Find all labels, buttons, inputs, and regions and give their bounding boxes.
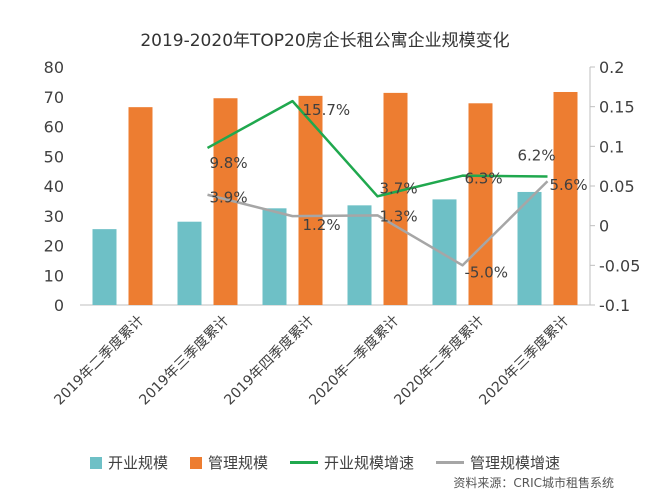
legend-swatch-managed-growth xyxy=(436,461,465,464)
legend-swatch-open-scale xyxy=(90,456,102,469)
bar-open-scale xyxy=(262,208,287,305)
legend-item-open-growth: 开业规模增速 xyxy=(290,452,414,473)
x-tick-label: 2019年三季度累计 xyxy=(136,313,232,409)
data-label-open-growth: 6.2% xyxy=(518,146,556,164)
legend-item-open-scale: 开业规模 xyxy=(90,452,168,473)
legend-label-managed-scale: 管理规模 xyxy=(208,454,269,472)
legend: 开业规模 管理规模 开业规模增速 管理规模增速 xyxy=(90,452,610,473)
y-tick-right-label: 0.2 xyxy=(599,58,624,77)
data-label-managed-growth: 1.2% xyxy=(303,216,341,234)
legend-label-managed-growth: 管理规模增速 xyxy=(470,454,561,472)
y-tick-left-label: 80 xyxy=(44,58,64,77)
y-tick-right-label: 0.05 xyxy=(599,177,635,196)
y-tick-left-label: 50 xyxy=(44,147,64,166)
bar-managed-scale xyxy=(128,107,153,305)
data-label-managed-growth: 5.6% xyxy=(550,176,588,194)
bar-open-scale xyxy=(92,229,117,305)
x-tick-label: 2019年二季度累计 xyxy=(51,313,147,409)
x-tick-label: 2020年二季度累计 xyxy=(391,313,487,409)
legend-item-managed-scale: 管理规模 xyxy=(190,452,268,473)
y-tick-left-label: 40 xyxy=(44,177,64,196)
legend-swatch-managed-scale xyxy=(190,456,203,469)
series-line-open-growth xyxy=(206,99,548,198)
data-label-open-growth: 3.7% xyxy=(380,179,418,197)
bar-open-scale xyxy=(432,199,457,305)
bar-managed-scale xyxy=(383,92,408,305)
series-line-managed-growth xyxy=(207,180,549,267)
y-tick-right-label: 0.15 xyxy=(599,98,635,117)
y-tick-left-label: 0 xyxy=(54,296,64,315)
y-tick-right-label: 0 xyxy=(599,217,609,236)
legend-item-managed-growth: 管理规模增速 xyxy=(436,452,560,473)
data-label-open-growth: 15.7% xyxy=(303,101,351,119)
y-tick-right-label: -0.05 xyxy=(599,256,640,275)
bar-managed-scale xyxy=(468,103,493,305)
x-tick-label: 2020年三季度累计 xyxy=(476,313,572,409)
y-tick-left-label: 10 xyxy=(44,266,64,285)
data-label-managed-growth: 1.3% xyxy=(380,207,418,225)
y-tick-left-label: 70 xyxy=(44,88,64,107)
x-tick-label: 2019年四季度累计 xyxy=(221,313,317,409)
y-tick-left-label: 60 xyxy=(44,118,64,137)
data-label-open-growth: 9.8% xyxy=(210,154,248,172)
bar-managed-scale xyxy=(298,95,323,305)
y-tick-left-label: 20 xyxy=(44,237,64,256)
legend-label-open-scale: 开业规模 xyxy=(108,454,169,472)
data-label-managed-growth: -5.0% xyxy=(465,263,509,281)
y-tick-left-label: 30 xyxy=(44,207,64,226)
legend-label-open-growth: 开业规模增速 xyxy=(324,454,415,472)
bar-open-scale xyxy=(347,205,372,305)
source-note: 资料来源：CRIC城市租售系统 xyxy=(453,476,614,490)
bar-managed-scale xyxy=(553,91,578,306)
bar-open-scale xyxy=(177,221,202,305)
bar-open-scale xyxy=(517,191,542,305)
legend-swatch-open-growth xyxy=(290,461,319,464)
y-tick-right-label: 0.1 xyxy=(599,137,624,156)
chart-title: 2019-2020年TOP20房企长租公寓企业规模变化 xyxy=(140,31,510,51)
x-tick-label: 2020年一季度累计 xyxy=(306,313,402,409)
y-tick-right-label: -0.1 xyxy=(599,296,630,315)
data-label-managed-growth: 3.9% xyxy=(210,189,248,207)
data-label-open-growth: 6.3% xyxy=(465,170,503,188)
